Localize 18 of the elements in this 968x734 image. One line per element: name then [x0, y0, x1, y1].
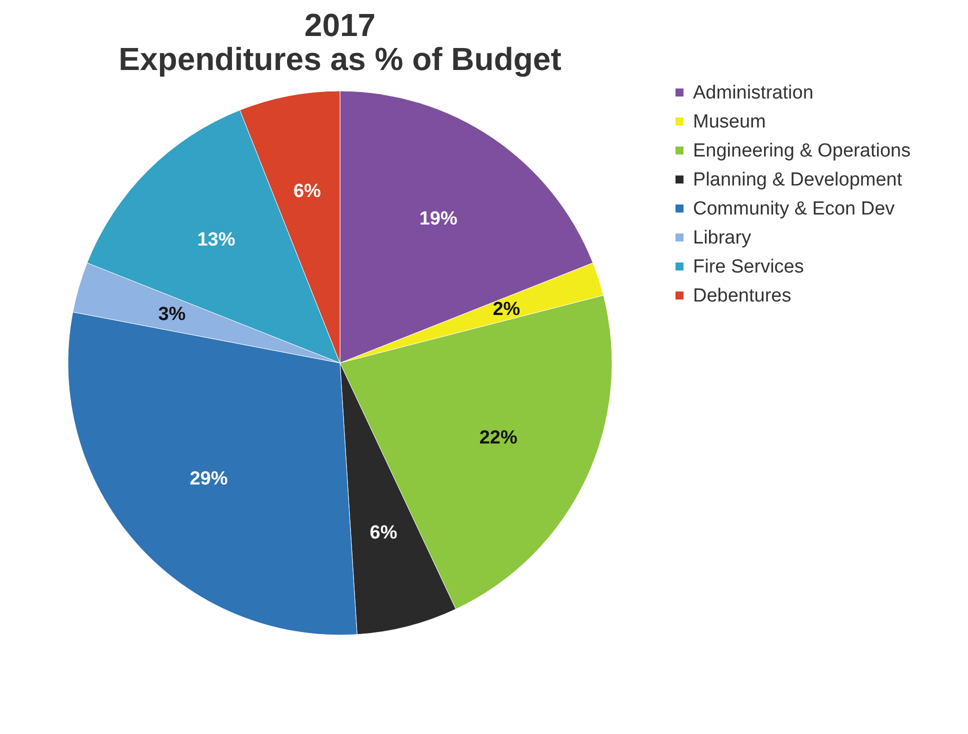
data-label: 22% — [479, 428, 518, 449]
legend-label: Museum — [693, 112, 766, 132]
data-label: 6% — [370, 522, 398, 544]
text: 2017 — [304, 7, 376, 43]
legend-label: Planning & Development — [693, 170, 903, 190]
legend-label: Administration — [693, 82, 814, 104]
data-label: 3% — [158, 304, 186, 326]
data-label: 13% — [197, 229, 236, 250]
data-label: 2% — [492, 298, 520, 320]
legend-label: Fire Services — [693, 256, 804, 278]
legend-label: Engineering & Operations — [693, 140, 911, 162]
legend-label: Debentures — [693, 286, 792, 306]
text: Expenditures as % of Budget — [118, 41, 562, 77]
data-label: 6% — [293, 181, 322, 202]
legend-label: Community & Econ Dev — [693, 198, 896, 220]
data-label: 29% — [190, 468, 228, 490]
data-label: 19% — [419, 208, 458, 230]
legend-label: Library — [693, 228, 752, 248]
